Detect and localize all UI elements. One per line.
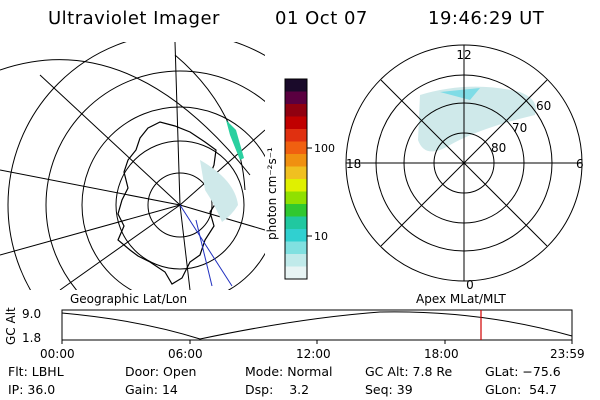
colorbar-band [285,204,307,217]
x-tick-1200: 12:00 [296,347,331,361]
colorbar-band [285,91,307,105]
colorbar-band [285,116,307,130]
mlt-label-18: 18 [346,157,361,171]
mlat-label-70: 70 [512,121,527,135]
colorbar-band [285,229,307,242]
x-tick-0600: 06:00 [168,347,203,361]
colorbar-band [285,141,307,155]
ip-field: IP: 36.0 [8,382,56,397]
alt-tick-9: 9.0 [22,307,41,321]
date-label: 01 Oct 07 [275,8,368,29]
door-field: Door: Open [125,364,197,379]
instrument-title: Ultraviolet Imager [48,8,220,29]
x-tick-1800: 18:00 [424,347,459,361]
geographic-map [0,42,265,290]
colorbar-band [285,129,307,142]
glon-field: GLon: 54.7 [485,382,558,397]
colorbar-band [285,216,307,230]
mlat-label-60: 60 [536,99,551,113]
mlt-label-12: 12 [456,48,471,62]
colorbar-frame [284,78,308,280]
seq-field: Seq: 39 [365,382,413,397]
mode-field: Mode: Normal [245,364,333,379]
colorbar [285,79,307,280]
glat-field: GLat: −75.6 [485,364,561,379]
time-label: 19:46:29 UT [428,8,545,29]
apex-map-label: Apex MLat/MLT [416,292,506,306]
altitude-plot [61,309,573,344]
colorbar-tick-10: 10 [314,230,328,243]
mlt-label-0: 0 [466,278,474,292]
colorbar-title: photon cm⁻²s⁻¹ [265,147,279,240]
colorbar-band [285,79,307,92]
colorbar-band [285,266,307,280]
polar-map [345,44,583,282]
mlt-label-6: 6 [576,157,584,171]
geo-map-label: Geographic Lat/Lon [70,292,187,306]
gc-alt-field: GC Alt: 7.8 Re [365,364,453,379]
dsp-field: Dsp: 3.2 [245,382,310,397]
colorbar-band [285,104,307,117]
x-tick-2359: 23:59 [550,347,585,361]
x-tick-0000: 00:00 [40,347,75,361]
flt-field: Flt: LBHL [8,364,64,379]
gain-field: Gain: 14 [125,382,178,397]
colorbar-band [285,191,307,205]
colorbar-band [285,166,307,180]
alt-ylabel: GC Alt [4,307,18,345]
colorbar-tick-100: 100 [314,142,335,155]
colorbar-band [285,241,307,255]
colorbar-band [285,154,307,167]
mlat-label-80: 80 [491,141,506,155]
colorbar-band [285,254,307,267]
colorbar-band [285,179,307,192]
alt-tick-1-8: 1.8 [22,331,41,345]
